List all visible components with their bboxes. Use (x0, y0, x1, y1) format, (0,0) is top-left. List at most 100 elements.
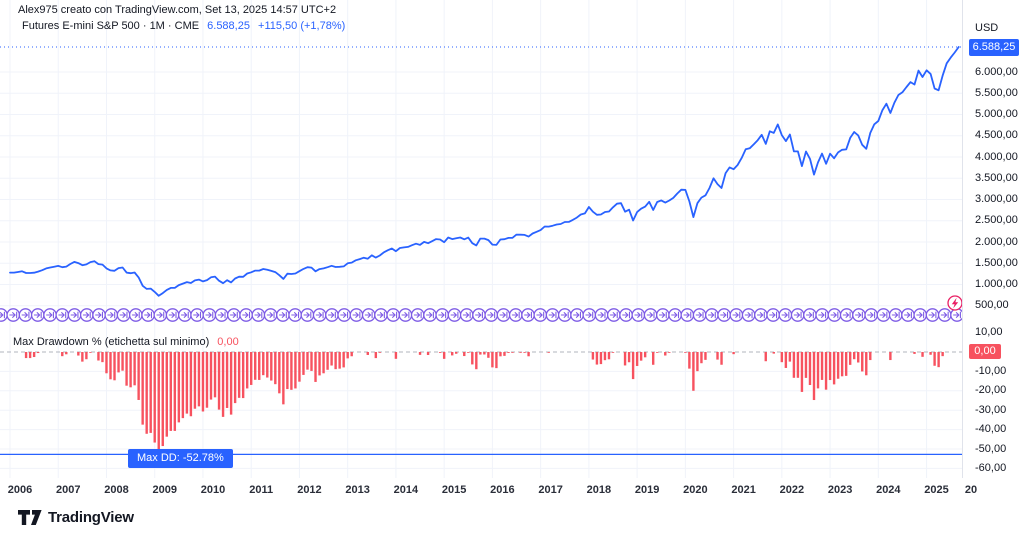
time-axis[interactable]: 2006 2007 2008 2009 2010 2011 2012 2013 2014 2015… (0, 478, 1024, 504)
contract-switch-icon[interactable] (459, 308, 474, 322)
drawdown-bar (185, 352, 189, 414)
contract-switch-icon[interactable] (30, 308, 45, 322)
contract-switch-icon[interactable] (288, 308, 303, 322)
contract-switch-icon[interactable] (325, 308, 339, 322)
contract-switch-icon[interactable] (888, 308, 903, 322)
contract-switch-icon[interactable] (214, 308, 229, 322)
contract-switch-icon[interactable] (190, 308, 204, 322)
drawdown-bar (780, 352, 784, 363)
contract-switch-icon[interactable] (643, 308, 658, 322)
contract-switch-icon[interactable] (521, 308, 535, 322)
contract-switch-icon[interactable] (55, 308, 70, 322)
contract-switch-icon[interactable] (692, 308, 707, 322)
contract-switch-icon[interactable] (6, 308, 21, 322)
price-tick-label: 1.500,00 (975, 256, 1018, 269)
contract-switch-icon[interactable] (165, 308, 180, 322)
contract-switch-icon[interactable] (790, 308, 805, 322)
contract-switch-icon[interactable] (778, 308, 793, 322)
contract-switch-icon[interactable] (606, 308, 621, 322)
contract-switch-icon[interactable] (128, 308, 143, 322)
contract-switch-icon[interactable] (815, 308, 830, 322)
contract-switch-icon[interactable] (925, 308, 940, 322)
drawdown-bar (623, 352, 627, 366)
contract-switch-icon[interactable] (251, 308, 266, 322)
contract-switch-icon[interactable] (386, 308, 401, 322)
contract-switch-icon[interactable] (729, 308, 744, 322)
contract-switch-icon[interactable] (202, 308, 217, 322)
contract-switch-icon[interactable] (67, 308, 82, 322)
price-axis[interactable]: USD 6.588,25 0,00 6.000,00 5.500,00 5.000,… (963, 0, 1024, 478)
contract-switch-icon[interactable] (435, 308, 450, 322)
lightning-icon[interactable] (947, 295, 962, 311)
contract-switch-icon[interactable] (852, 308, 866, 322)
contract-switch-icon[interactable] (570, 308, 584, 322)
year-label: 2018 (586, 484, 612, 496)
contract-switch-icon[interactable] (937, 308, 952, 322)
contract-switch-icon[interactable] (484, 308, 499, 322)
contract-switch-icon[interactable] (705, 308, 719, 322)
contract-switch-icon[interactable] (447, 308, 462, 322)
contract-switch-icon[interactable] (717, 308, 731, 322)
contract-switch-icon[interactable] (116, 308, 131, 322)
contract-switch-icon[interactable] (950, 308, 962, 322)
contract-switch-icon[interactable] (361, 308, 376, 322)
drawdown-bar (475, 352, 478, 370)
contract-switch-icon[interactable] (263, 308, 278, 322)
contract-switch-icon[interactable] (374, 308, 388, 322)
contract-switch-icon[interactable] (141, 308, 155, 322)
contract-switch-icon[interactable] (839, 308, 854, 322)
contract-switch-icon[interactable] (312, 308, 327, 322)
contract-switch-icon[interactable] (754, 308, 768, 322)
contract-switch-icon[interactable] (864, 308, 879, 322)
contract-switch-icon[interactable] (177, 308, 192, 322)
contract-switch-icon[interactable] (766, 308, 781, 322)
contract-switch-icon[interactable] (349, 308, 364, 322)
contract-switch-icon[interactable] (153, 308, 168, 322)
contract-switch-icon[interactable] (655, 308, 670, 322)
drawdown-bar (201, 352, 205, 412)
contract-switch-icon[interactable] (827, 308, 842, 322)
dd-tick-label: -10,00 (975, 364, 1007, 377)
contract-switch-icon[interactable] (18, 308, 33, 322)
contract-switch-icon[interactable] (668, 308, 682, 322)
indicator-title[interactable]: Max Drawdown % (etichetta sul minimo) (13, 336, 210, 348)
contract-switch-icon[interactable] (104, 308, 119, 322)
contract-switch-icon[interactable] (594, 308, 609, 322)
contract-switch-icon[interactable] (92, 308, 106, 322)
contract-switch-icon[interactable] (300, 308, 315, 322)
main-price-chart[interactable] (0, 0, 962, 333)
contract-switch-icon[interactable] (533, 308, 548, 322)
contract-switch-icon[interactable] (913, 308, 928, 322)
contract-switch-icon[interactable] (79, 308, 94, 322)
symbol-title[interactable]: Futures E-mini S&P 500 · 1M · CME (22, 20, 200, 32)
contract-switch-icon[interactable] (239, 308, 253, 322)
contract-switch-icon[interactable] (508, 308, 523, 322)
contract-switch-icon[interactable] (631, 308, 646, 322)
contract-switch-icon[interactable] (337, 308, 352, 322)
contract-switch-icon[interactable] (803, 308, 817, 322)
contract-switch-icon[interactable] (680, 308, 695, 322)
contract-switch-icon[interactable] (0, 308, 8, 322)
dd-tick-label: -20,00 (975, 384, 1007, 397)
contract-switch-icon[interactable] (545, 308, 560, 322)
contract-switch-icon[interactable] (227, 308, 241, 322)
year-label: 2013 (345, 484, 370, 496)
contract-switch-icon[interactable] (901, 308, 915, 322)
contract-switch-icon[interactable] (472, 308, 486, 322)
contract-switch-icon[interactable] (423, 308, 437, 322)
contract-switch-icon[interactable] (741, 308, 756, 322)
contract-switch-icon[interactable] (557, 308, 572, 322)
drawdown-bar (547, 352, 550, 353)
contract-switch-icon[interactable] (619, 308, 633, 322)
contract-switch-icon[interactable] (582, 308, 597, 322)
contract-switch-icon[interactable] (398, 308, 413, 322)
tradingview-logo[interactable]: TradingView (18, 509, 134, 526)
contract-switch-icon[interactable] (276, 308, 290, 322)
contract-switch-icon[interactable] (43, 308, 57, 322)
contract-switch-icon[interactable] (496, 308, 511, 322)
contract-switch-icon[interactable] (876, 308, 891, 322)
drawdown-panel[interactable] (0, 333, 962, 478)
year-label: 2009 (152, 484, 177, 496)
drawdown-bar (241, 352, 245, 399)
contract-switch-icon[interactable] (410, 308, 425, 322)
